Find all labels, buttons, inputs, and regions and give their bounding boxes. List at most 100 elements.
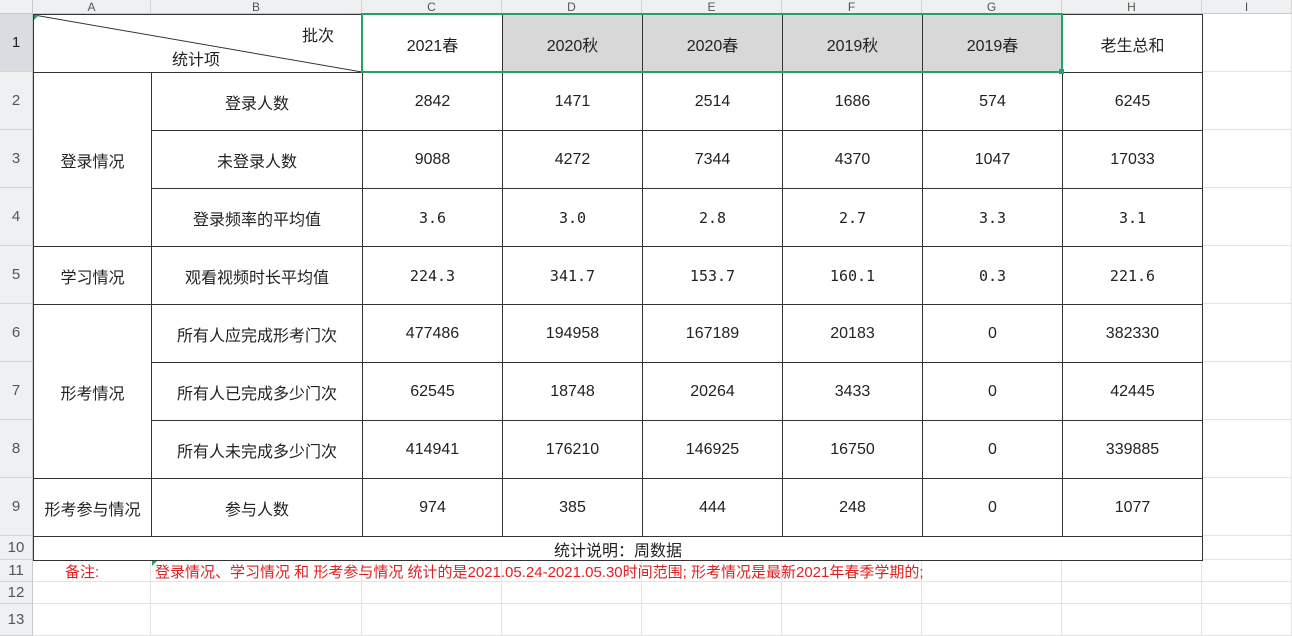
data-cell[interactable]: 18748 — [502, 362, 643, 421]
data-cell[interactable]: 17033 — [1062, 130, 1203, 189]
data-cell[interactable]: 0.3 — [922, 246, 1063, 305]
stats-note[interactable]: 统计说明：周数据 — [33, 536, 1203, 561]
data-cell[interactable]: 20183 — [782, 304, 923, 363]
column-header-b[interactable]: B — [151, 0, 362, 14]
data-cell[interactable]: 1471 — [502, 72, 643, 131]
data-cell[interactable]: 2842 — [362, 72, 503, 131]
group-label-4[interactable]: 形考参与情况 — [33, 478, 152, 537]
batch-header-1[interactable]: 2021春 — [362, 14, 503, 73]
column-header-f[interactable]: F — [782, 0, 922, 14]
group-label-2[interactable]: 学习情况 — [33, 246, 152, 305]
item-label[interactable]: 观看视频时长平均值 — [151, 246, 363, 305]
item-label[interactable]: 登录人数 — [151, 72, 363, 131]
data-cell[interactable]: 3.3 — [922, 188, 1063, 247]
group-label-3[interactable]: 形考情况 — [33, 304, 152, 479]
column-header-d[interactable]: D — [502, 0, 642, 14]
data-cell[interactable]: 1077 — [1062, 478, 1203, 537]
data-cell[interactable]: 167189 — [642, 304, 783, 363]
data-cell[interactable]: 9088 — [362, 130, 503, 189]
row-header-2[interactable]: 2 — [0, 72, 33, 130]
data-cell[interactable]: 224.3 — [362, 246, 503, 305]
data-cell[interactable]: 20264 — [642, 362, 783, 421]
data-cell[interactable]: 160.1 — [782, 246, 923, 305]
remark-label[interactable]: 备注: — [65, 564, 100, 581]
fill-handle[interactable] — [1059, 69, 1064, 74]
column-header-e[interactable]: E — [642, 0, 782, 14]
column-header-c[interactable]: C — [362, 0, 502, 14]
row-header-3[interactable]: 3 — [0, 130, 33, 188]
data-cell[interactable]: 574 — [922, 72, 1063, 131]
data-cell[interactable]: 385 — [502, 478, 643, 537]
data-cell[interactable]: 339885 — [1062, 420, 1203, 479]
row-header-11[interactable]: 11 — [0, 560, 33, 582]
batch-header-6[interactable]: 老生总和 — [1062, 14, 1203, 73]
data-cell[interactable]: 0 — [922, 362, 1063, 421]
data-cell[interactable]: 176210 — [502, 420, 643, 479]
row-header-5[interactable]: 5 — [0, 246, 33, 304]
data-cell[interactable]: 42445 — [1062, 362, 1203, 421]
column-header-h[interactable]: H — [1062, 0, 1202, 14]
data-cell[interactable]: 3.1 — [1062, 188, 1203, 247]
data-cell[interactable]: 444 — [642, 478, 783, 537]
data-cell[interactable]: 382330 — [1062, 304, 1203, 363]
batch-header-4[interactable]: 2019秋 — [782, 14, 923, 73]
diagonal-label-item: 统计项 — [172, 50, 221, 69]
item-label[interactable]: 未登录人数 — [151, 130, 363, 189]
data-cell[interactable]: 1047 — [922, 130, 1063, 189]
row-header-13[interactable]: 13 — [0, 604, 33, 636]
row-header-10[interactable]: 10 — [0, 536, 33, 560]
data-cell[interactable]: 3433 — [782, 362, 923, 421]
diagonal-label-batch: 批次 — [302, 26, 335, 45]
data-cell[interactable]: 2.8 — [642, 188, 783, 247]
batch-header-2[interactable]: 2020秋 — [502, 14, 643, 73]
row-header-6[interactable]: 6 — [0, 304, 33, 362]
cell-indicator-icon — [152, 561, 157, 566]
batch-header-3[interactable]: 2020春 — [642, 14, 783, 73]
item-label[interactable]: 所有人未完成多少门次 — [151, 420, 363, 479]
group-label-1[interactable]: 登录情况 — [33, 72, 152, 247]
column-header-g[interactable]: G — [922, 0, 1062, 14]
cell-grid: 批次 统计项 2021春 2020秋 2020春 2019秋 2019春 老生总和 登录情况 学习… — [33, 13, 1292, 636]
data-cell[interactable]: 6245 — [1062, 72, 1203, 131]
item-label[interactable]: 登录频率的平均值 — [151, 188, 363, 247]
data-cell[interactable]: 0 — [922, 420, 1063, 479]
row-header-12[interactable]: 12 — [0, 582, 33, 604]
item-label[interactable]: 参与人数 — [151, 478, 363, 537]
data-cell[interactable]: 2514 — [642, 72, 783, 131]
data-cell[interactable]: 146925 — [642, 420, 783, 479]
row-header-1[interactable]: 1 — [0, 14, 33, 72]
row-header-8[interactable]: 8 — [0, 420, 33, 478]
data-cell[interactable]: 16750 — [782, 420, 923, 479]
row-header-9[interactable]: 9 — [0, 478, 33, 536]
header-diagonal-cell[interactable]: 批次统计项 — [33, 14, 363, 73]
data-cell[interactable]: 3.0 — [502, 188, 643, 247]
row-header-4[interactable]: 4 — [0, 188, 33, 246]
data-cell[interactable]: 974 — [362, 478, 503, 537]
item-label[interactable]: 所有人应完成形考门次 — [151, 304, 363, 363]
select-all-corner[interactable] — [0, 0, 33, 14]
remark-text[interactable]: 登录情况、学习情况 和 形考参与情况 统计的是2021.05.24-2021.0… — [155, 564, 924, 581]
data-cell[interactable]: 221.6 — [1062, 246, 1203, 305]
column-header-i[interactable]: I — [1202, 0, 1292, 14]
data-cell[interactable]: 4272 — [502, 130, 643, 189]
data-cell[interactable]: 2.7 — [782, 188, 923, 247]
data-cell[interactable]: 4370 — [782, 130, 923, 189]
data-cell[interactable]: 341.7 — [502, 246, 643, 305]
item-label[interactable]: 所有人已完成多少门次 — [151, 362, 363, 421]
data-cell[interactable]: 194958 — [502, 304, 643, 363]
data-cell[interactable]: 414941 — [362, 420, 503, 479]
data-cell[interactable]: 3.6 — [362, 188, 503, 247]
data-cell[interactable]: 248 — [782, 478, 923, 537]
data-cell[interactable]: 62545 — [362, 362, 503, 421]
cell-indicator-icon — [34, 15, 39, 20]
batch-header-5[interactable]: 2019春 — [922, 14, 1063, 73]
data-cell[interactable]: 1686 — [782, 72, 923, 131]
data-cell[interactable]: 477486 — [362, 304, 503, 363]
data-cell[interactable]: 0 — [922, 304, 1063, 363]
column-header-a[interactable]: A — [33, 0, 151, 14]
data-cell[interactable]: 153.7 — [642, 246, 783, 305]
row-header-7[interactable]: 7 — [0, 362, 33, 420]
data-cell[interactable]: 0 — [922, 478, 1063, 537]
data-cell[interactable]: 7344 — [642, 130, 783, 189]
